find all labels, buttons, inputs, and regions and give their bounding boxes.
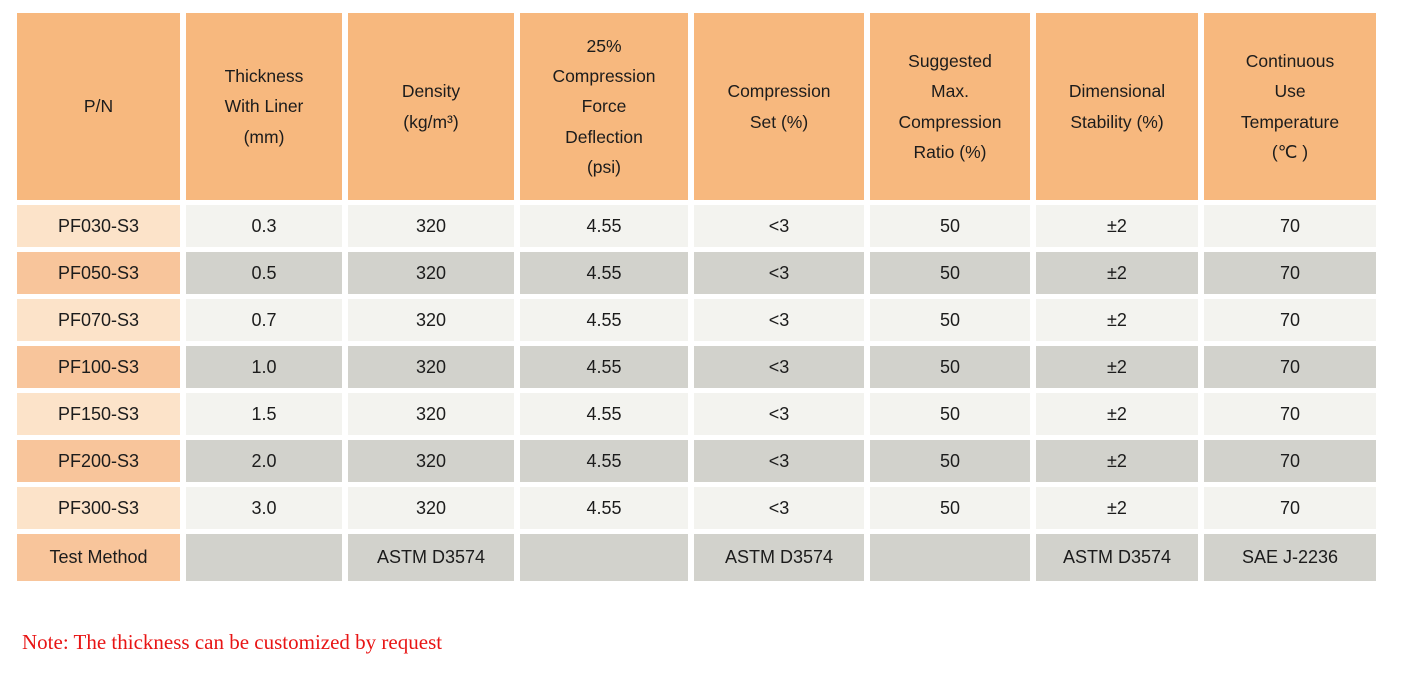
column-header-density: Density (kg/m³) <box>348 13 514 200</box>
table-cell: 50 <box>870 252 1030 294</box>
table-cell: ±2 <box>1036 346 1198 388</box>
table-cell: 320 <box>348 252 514 294</box>
table-cell: 70 <box>1204 205 1376 247</box>
table-cell: 4.55 <box>520 440 688 482</box>
table-cell: ±2 <box>1036 205 1198 247</box>
table-cell: 70 <box>1204 252 1376 294</box>
table-row: PF100-S3 1.0 320 4.55 <3 50 ±2 70 <box>17 346 1376 388</box>
part-number-cell: PF200-S3 <box>17 440 180 482</box>
table-cell: 50 <box>870 299 1030 341</box>
table-cell: 50 <box>870 440 1030 482</box>
table-cell: 0.5 <box>186 252 342 294</box>
table-row: PF030-S3 0.3 320 4.55 <3 50 ±2 70 <box>17 205 1376 247</box>
table-cell: SAE J-2236 <box>1204 534 1376 581</box>
table-cell: 70 <box>1204 299 1376 341</box>
table-row: PF050-S3 0.5 320 4.55 <3 50 ±2 70 <box>17 252 1376 294</box>
column-header-pn: P/N <box>17 13 180 200</box>
table-cell: <3 <box>694 393 864 435</box>
table-cell <box>520 534 688 581</box>
table-cell: 320 <box>348 205 514 247</box>
table-cell: 320 <box>348 487 514 529</box>
table-cell: <3 <box>694 487 864 529</box>
table-cell: 0.7 <box>186 299 342 341</box>
table-cell: ±2 <box>1036 252 1198 294</box>
table-row: PF200-S3 2.0 320 4.55 <3 50 ±2 70 <box>17 440 1376 482</box>
table-cell: ASTM D3574 <box>1036 534 1198 581</box>
table-cell: 320 <box>348 393 514 435</box>
test-method-label-cell: Test Method <box>17 534 180 581</box>
table-cell: 1.0 <box>186 346 342 388</box>
table-row: PF300-S3 3.0 320 4.55 <3 50 ±2 70 <box>17 487 1376 529</box>
column-header-dimensional-stability: Dimensional Stability (%) <box>1036 13 1198 200</box>
table-cell: <3 <box>694 299 864 341</box>
note-text: Note: The thickness can be customized by… <box>22 630 443 654</box>
column-header-thickness: Thickness With Liner (mm) <box>186 13 342 200</box>
part-number-cell: PF050-S3 <box>17 252 180 294</box>
table-cell: ±2 <box>1036 299 1198 341</box>
table-row: PF070-S3 0.7 320 4.55 <3 50 ±2 70 <box>17 299 1376 341</box>
table-cell: 2.0 <box>186 440 342 482</box>
spec-table: P/N Thickness With Liner (mm) Density (k… <box>11 8 1382 586</box>
part-number-cell: PF150-S3 <box>17 393 180 435</box>
table-cell: <3 <box>694 440 864 482</box>
table-cell: 4.55 <box>520 205 688 247</box>
table-cell: ±2 <box>1036 393 1198 435</box>
part-number-cell: PF070-S3 <box>17 299 180 341</box>
table-cell: 320 <box>348 346 514 388</box>
column-header-compression-force-deflection: 25% Compression Force Deflection (psi) <box>520 13 688 200</box>
column-header-compression-set: Compression Set (%) <box>694 13 864 200</box>
table-cell: ASTM D3574 <box>694 534 864 581</box>
table-cell <box>186 534 342 581</box>
table-cell: 320 <box>348 299 514 341</box>
table-row: PF150-S3 1.5 320 4.55 <3 50 ±2 70 <box>17 393 1376 435</box>
table-cell <box>870 534 1030 581</box>
table-cell: 0.3 <box>186 205 342 247</box>
table-cell: 4.55 <box>520 487 688 529</box>
column-header-max-compression-ratio: Suggested Max. Compression Ratio (%) <box>870 13 1030 200</box>
table-cell: 50 <box>870 487 1030 529</box>
table-cell: ±2 <box>1036 487 1198 529</box>
table-cell: 4.55 <box>520 252 688 294</box>
table-cell: ASTM D3574 <box>348 534 514 581</box>
table-cell: <3 <box>694 205 864 247</box>
table-cell: 70 <box>1204 393 1376 435</box>
part-number-cell: PF300-S3 <box>17 487 180 529</box>
part-number-cell: PF030-S3 <box>17 205 180 247</box>
header-row: P/N Thickness With Liner (mm) Density (k… <box>17 13 1376 200</box>
table-cell: 4.55 <box>520 299 688 341</box>
test-method-row: Test Method ASTM D3574 ASTM D3574 ASTM D… <box>17 534 1376 581</box>
table-cell: <3 <box>694 346 864 388</box>
table-cell: 50 <box>870 205 1030 247</box>
table-cell: 70 <box>1204 487 1376 529</box>
table-cell: 70 <box>1204 440 1376 482</box>
table-cell: 3.0 <box>186 487 342 529</box>
table-cell: 320 <box>348 440 514 482</box>
table-cell: 1.5 <box>186 393 342 435</box>
table-cell: 70 <box>1204 346 1376 388</box>
column-header-continuous-use-temperature: Continuous Use Temperature (℃ ) <box>1204 13 1376 200</box>
table-cell: 4.55 <box>520 393 688 435</box>
table-cell: <3 <box>694 252 864 294</box>
table-cell: 4.55 <box>520 346 688 388</box>
table-cell: 50 <box>870 346 1030 388</box>
table-cell: ±2 <box>1036 440 1198 482</box>
part-number-cell: PF100-S3 <box>17 346 180 388</box>
table-cell: 50 <box>870 393 1030 435</box>
